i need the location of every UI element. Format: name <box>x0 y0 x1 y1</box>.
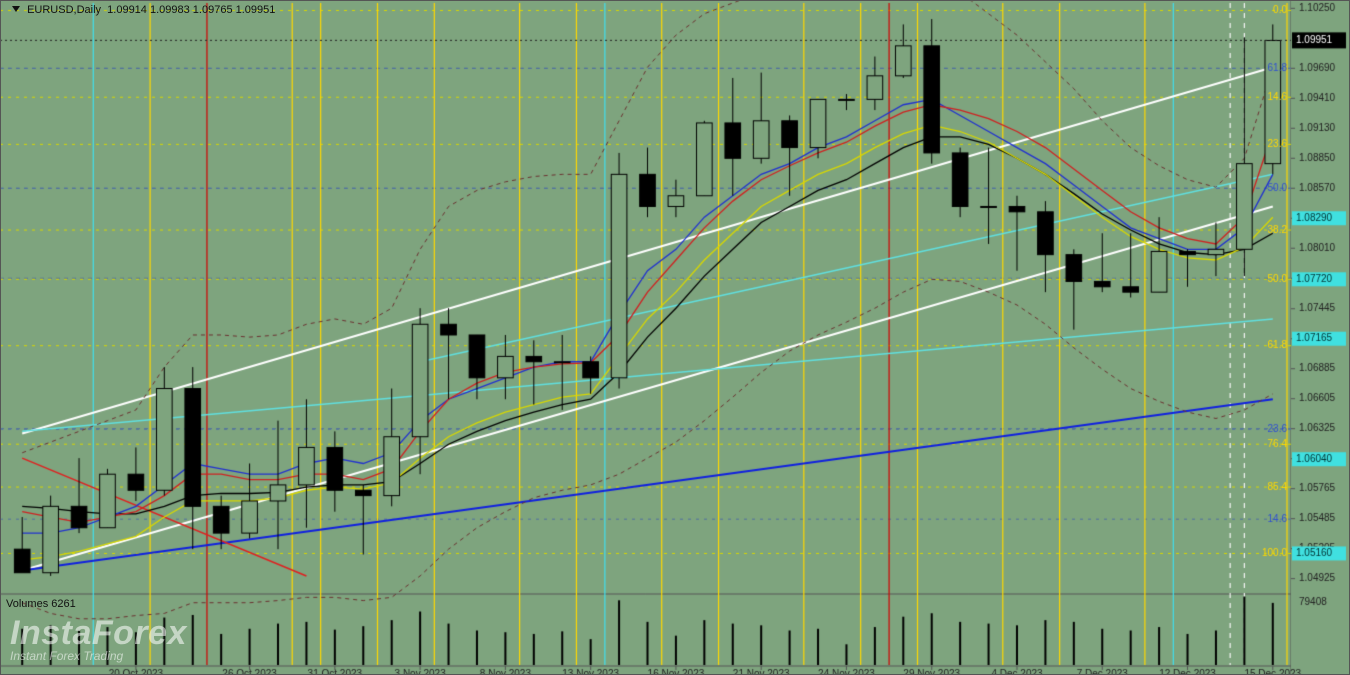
dropdown-arrow-icon[interactable] <box>12 6 20 12</box>
volumes-label: Volumes 6261 <box>6 598 76 610</box>
timeframe-label: Daily <box>77 4 101 16</box>
chart-root[interactable]: EURUSD,Daily 1.09914 1.09983 1.09765 1.0… <box>0 0 1350 675</box>
instrument-header: EURUSD,Daily 1.09914 1.09983 1.09765 1.0… <box>12 4 275 16</box>
symbol-label: EURUSD <box>27 4 73 16</box>
chart-canvas[interactable] <box>0 0 1350 675</box>
ohlc-values: 1.09914 1.09983 1.09765 1.09951 <box>107 4 275 16</box>
